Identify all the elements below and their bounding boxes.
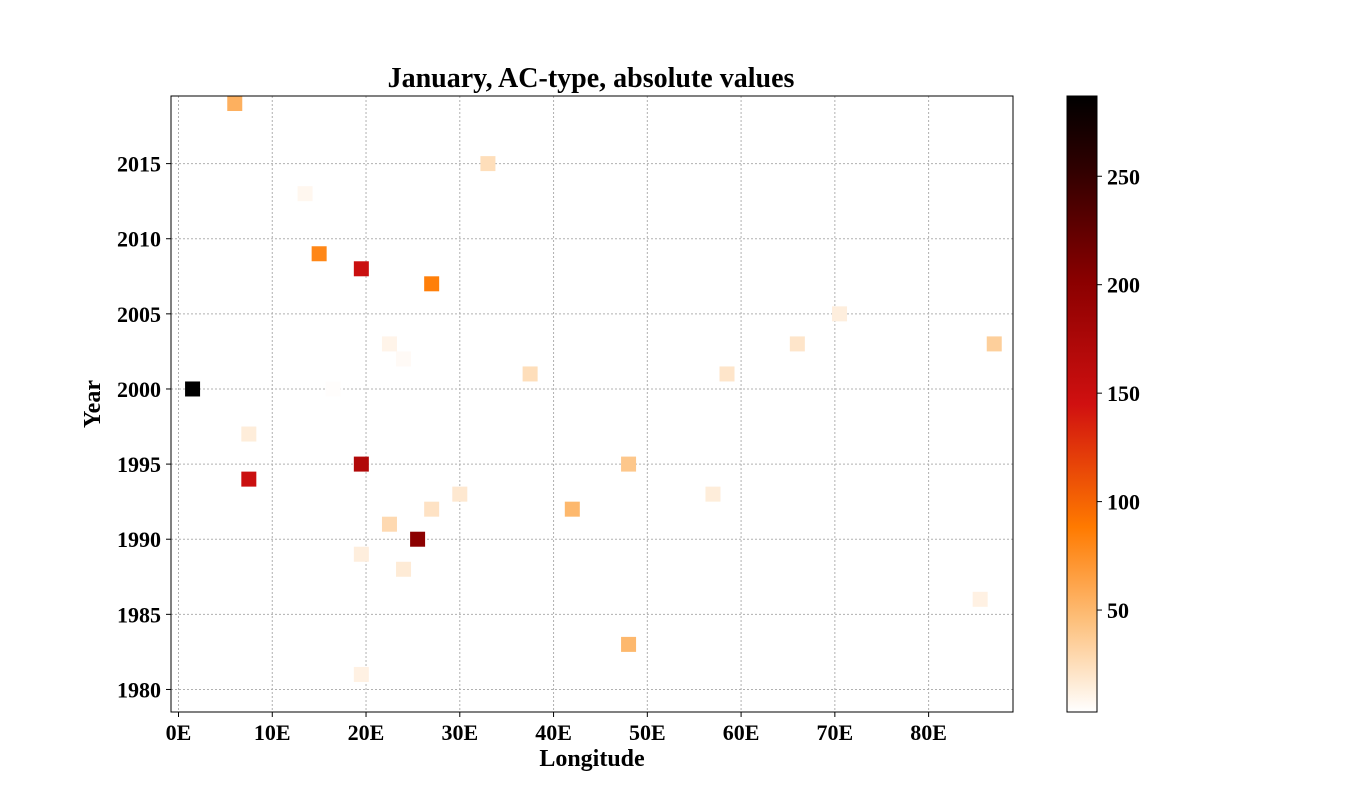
heatmap-cell [452, 486, 468, 502]
grid [171, 96, 1013, 712]
heatmap-cell [424, 501, 440, 517]
heatmap-cell [325, 381, 341, 397]
heatmap-cell [424, 276, 440, 292]
heatmap-cell [832, 306, 848, 322]
heatmap-cell [621, 456, 637, 472]
x-tick-label: 10E [254, 720, 291, 745]
y-tick-label: 1985 [117, 602, 161, 627]
y-tick-label: 1995 [117, 452, 161, 477]
x-tick-label: 60E [723, 720, 760, 745]
heatmap-cell [522, 366, 538, 382]
chart-title: January, AC-type, absolute values [388, 63, 795, 94]
heatmap-cell [719, 366, 735, 382]
heatmap-cell [396, 351, 412, 367]
heatmap-cell [621, 636, 637, 652]
x-tick-label: 50E [629, 720, 666, 745]
heatmap-cell [227, 96, 243, 112]
heatmap-cell [410, 531, 426, 547]
x-tick-label: 40E [535, 720, 572, 745]
colorbar-axis: 50 100 150 200 250 [1097, 164, 1140, 623]
y-tick-label: 2010 [117, 227, 161, 252]
heatmap-cell [353, 456, 369, 472]
y-tick-label: 1990 [117, 527, 161, 552]
heatmap-cell [986, 336, 1002, 352]
colorbar [1066, 95, 1098, 713]
heatmap-cell [381, 516, 397, 532]
heatmap-cell [705, 486, 721, 502]
x-axis-label: Longitude [539, 746, 645, 772]
x-tick-label: 0E [166, 720, 192, 745]
heatmap-cell [480, 156, 496, 172]
data-points [185, 96, 1002, 682]
heatmap-cell [789, 336, 805, 352]
heatmap-cell [311, 246, 327, 262]
plot-background [171, 96, 1013, 712]
heatmap-cell [241, 471, 257, 487]
heatmap-cell [185, 381, 201, 397]
colorbar-tick-label: 150 [1107, 381, 1140, 406]
x-axis: 0E 10E 20E 30E 40E 50E 60E 70E 80E [166, 712, 947, 745]
y-tick-label: 1980 [117, 677, 161, 702]
x-tick-label: 20E [348, 720, 385, 745]
plot-frame [170, 95, 1014, 713]
y-axis: 1980 1985 1990 1995 2000 2005 2010 2015 [117, 152, 171, 702]
heatmap-cell [972, 591, 988, 607]
y-tick-label: 2005 [117, 302, 161, 327]
heatmap-cell [353, 546, 369, 562]
heatmap-cell [564, 501, 580, 517]
heatmap-cell [353, 666, 369, 682]
colorbar-tick-label: 250 [1107, 164, 1140, 189]
heatmap-cell [297, 186, 313, 202]
heatmap-cell [381, 336, 397, 352]
y-tick-label: 2015 [117, 152, 161, 177]
heatmap-cell [353, 261, 369, 277]
y-tick-label: 2000 [117, 377, 161, 402]
y-axis-label: Year [80, 380, 106, 428]
colorbar-tick-label: 200 [1107, 273, 1140, 298]
heatmap-cell [241, 426, 257, 442]
colorbar-tick-label: 50 [1107, 598, 1129, 623]
x-tick-label: 80E [910, 720, 947, 745]
heatmap-cell [396, 561, 412, 577]
x-tick-label: 30E [441, 720, 478, 745]
x-tick-label: 70E [817, 720, 854, 745]
colorbar-tick-label: 100 [1107, 490, 1140, 515]
